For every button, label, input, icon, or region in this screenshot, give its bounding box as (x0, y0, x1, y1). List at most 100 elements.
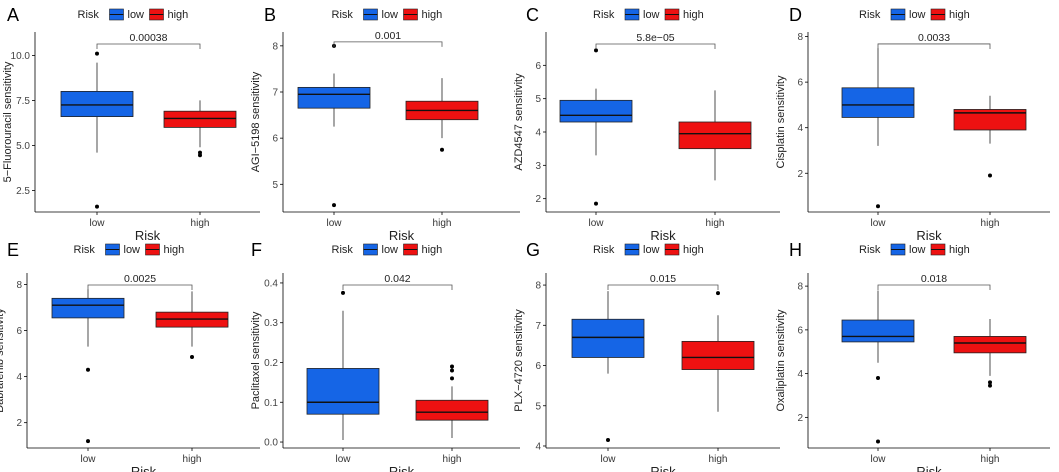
p-value-label: 0.015 (650, 273, 676, 285)
y-tick-label: 8 (272, 41, 278, 52)
box-iqr (678, 121, 752, 150)
x-tick-label-high: high (981, 218, 1000, 229)
x-axis-title: Risk (650, 228, 676, 243)
x-axis-title: Risk (389, 464, 415, 472)
y-tick-label: 6 (797, 325, 803, 336)
legend-label-high: high (683, 9, 704, 21)
outlier-point (86, 439, 90, 444)
box-high (953, 95, 1027, 178)
legend-title: Risk (593, 244, 615, 256)
y-tick-label: 4 (535, 441, 541, 452)
y-axis-title: Oxaliplatin sensitivity (775, 309, 787, 412)
y-axis-title: PLX−4720 sensitivity (513, 309, 525, 412)
x-tick-label-low: low (326, 218, 342, 229)
outlier-point (198, 153, 202, 158)
box-high (678, 90, 752, 181)
legend-label-high: high (422, 244, 443, 256)
box-high (415, 364, 489, 439)
y-tick-label: 4 (535, 128, 541, 139)
y-axis-title: Dabrafenib sensitivity (0, 308, 6, 413)
box-low (559, 48, 633, 206)
box-iqr (841, 319, 915, 343)
legend-label-low: low (382, 9, 399, 21)
y-tick-label: 10.0 (11, 51, 31, 62)
y-tick-label: 2 (797, 413, 803, 424)
y-tick-label: 7.5 (16, 96, 30, 107)
x-tick-label-low: low (870, 454, 886, 465)
legend-title: Risk (859, 244, 881, 256)
y-tick-label: 4 (797, 123, 803, 134)
outlier-point (440, 147, 444, 152)
y-tick-label: 3 (535, 161, 541, 172)
y-tick-label: 0.3 (264, 318, 278, 329)
outlier-point (876, 439, 880, 444)
outlier-point (876, 204, 880, 209)
outlier-point (450, 368, 454, 373)
outlier-point (988, 380, 992, 385)
y-tick-label: 6 (797, 78, 803, 89)
y-tick-label: 2.5 (16, 186, 30, 197)
outlier-point (341, 290, 345, 295)
significance-bracket (333, 41, 443, 47)
panel-letter: F (251, 240, 262, 260)
outlier-point (988, 173, 992, 178)
legend-title: Risk (332, 9, 354, 21)
x-axis-title: Risk (389, 228, 415, 243)
y-tick-label: 8 (797, 32, 803, 43)
y-tick-label: 5 (272, 180, 278, 191)
significance-bracket (87, 284, 193, 290)
panel-letter: G (526, 240, 540, 260)
box-low (841, 290, 915, 444)
legend-label-high: high (422, 9, 443, 21)
box-low (297, 43, 371, 208)
box-low (51, 289, 125, 444)
box-iqr (953, 109, 1027, 131)
y-axis-title: AGI−5198 sensitivity (250, 71, 262, 172)
box-iqr (163, 110, 237, 128)
box-iqr (51, 297, 125, 319)
box-high (681, 291, 755, 412)
panel-letter: D (789, 5, 802, 25)
outlier-point (450, 364, 454, 369)
outlier-point (876, 376, 880, 380)
y-tick-label: 0.0 (264, 438, 278, 449)
legend-label-high: high (949, 244, 970, 256)
box-iqr (841, 87, 915, 118)
legend-title: Risk (78, 9, 100, 21)
p-value-label: 0.00038 (130, 32, 168, 44)
box-high (405, 78, 479, 152)
y-tick-label: 2 (16, 418, 22, 429)
outlier-point (190, 355, 194, 360)
y-tick-label: 5.0 (16, 141, 30, 152)
y-tick-label: 2 (797, 169, 803, 180)
y-tick-label: 2 (535, 194, 541, 205)
y-tick-label: 7 (272, 88, 278, 99)
x-axis-title: Risk (131, 464, 157, 472)
panel-letter: A (7, 5, 19, 25)
legend-label-low: low (643, 244, 660, 256)
y-tick-label: 0.1 (264, 398, 278, 409)
outlier-point (450, 376, 454, 381)
legend-label-low: low (128, 9, 145, 21)
legend-label-low: low (909, 244, 926, 256)
y-axis-title: Paclitaxel sensitivity (250, 311, 262, 409)
panel-c: C Risk low high 2 3 4 5 6 low high Risk AZD4547 sens… (513, 5, 780, 243)
x-tick-label-high: high (191, 218, 210, 229)
significance-bracket (96, 43, 201, 49)
y-tick-label: 5 (535, 401, 541, 412)
p-value-label: 5.8e−05 (636, 32, 674, 44)
x-tick-label-low: low (335, 454, 351, 465)
x-axis-title: Risk (916, 228, 942, 243)
box-iqr (953, 336, 1027, 354)
y-tick-label: 6 (535, 61, 541, 72)
panel-d: D Risk low high 2 4 6 8 low high Risk Cisplatin sen… (775, 5, 1050, 243)
box-iqr (306, 368, 380, 415)
box-iqr (297, 86, 371, 109)
box-low (306, 290, 380, 441)
x-tick-label-high: high (709, 454, 728, 465)
box-iqr (681, 340, 755, 370)
outlier-point (95, 51, 99, 56)
outlier-point (86, 367, 90, 372)
panel-letter: E (7, 240, 19, 260)
outlier-point (95, 204, 99, 209)
